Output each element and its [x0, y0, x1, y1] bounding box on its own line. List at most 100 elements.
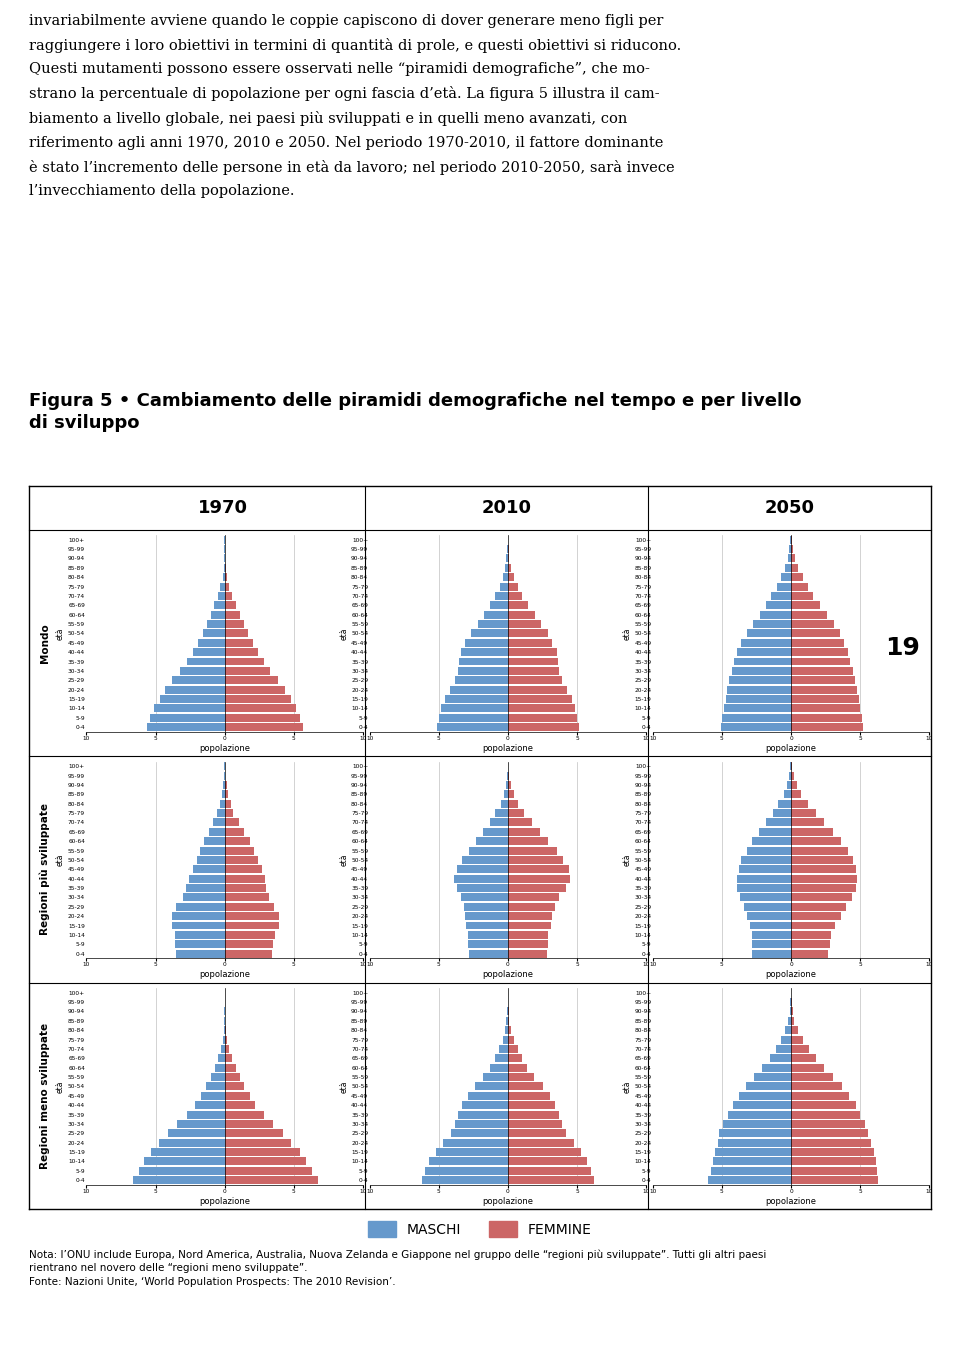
Bar: [193, 865, 225, 873]
Bar: [789, 771, 791, 780]
Bar: [197, 857, 225, 863]
Bar: [200, 847, 225, 855]
Bar: [747, 912, 791, 920]
Bar: [737, 648, 791, 657]
Bar: [225, 1036, 227, 1043]
Y-axis label: età: età: [339, 627, 348, 639]
Bar: [450, 686, 508, 693]
Bar: [791, 713, 862, 721]
Bar: [469, 950, 508, 958]
Bar: [719, 1129, 791, 1138]
Bar: [495, 592, 508, 600]
Bar: [225, 884, 266, 892]
Bar: [177, 902, 225, 911]
Bar: [791, 1101, 856, 1109]
Bar: [436, 1148, 508, 1156]
Bar: [508, 1111, 559, 1119]
Bar: [508, 800, 517, 808]
Bar: [454, 874, 508, 882]
Bar: [791, 1177, 878, 1183]
Bar: [221, 1044, 225, 1052]
Bar: [791, 658, 851, 666]
Bar: [508, 838, 548, 846]
Bar: [791, 1008, 793, 1016]
Y-axis label: età: età: [56, 854, 65, 866]
Bar: [737, 884, 791, 892]
Bar: [225, 1027, 226, 1034]
Bar: [791, 1082, 842, 1090]
Bar: [201, 1092, 225, 1100]
Bar: [729, 677, 791, 684]
Bar: [491, 601, 508, 609]
Bar: [791, 874, 857, 882]
X-axis label: popolazione: popolazione: [482, 744, 534, 753]
Bar: [788, 554, 791, 562]
Bar: [785, 1027, 791, 1034]
Bar: [791, 771, 794, 780]
Bar: [461, 648, 508, 657]
Bar: [791, 838, 841, 846]
Bar: [791, 1148, 874, 1156]
Bar: [468, 1092, 508, 1100]
Bar: [462, 857, 508, 863]
Bar: [508, 1036, 514, 1043]
Bar: [727, 686, 791, 693]
Bar: [225, 1148, 300, 1156]
Bar: [725, 704, 791, 712]
Bar: [508, 828, 540, 836]
Text: 1970: 1970: [198, 499, 249, 517]
Bar: [791, 931, 831, 939]
Bar: [759, 611, 791, 619]
Bar: [206, 1082, 225, 1090]
Bar: [225, 1082, 244, 1090]
Bar: [172, 677, 225, 684]
Bar: [465, 639, 508, 647]
Bar: [508, 1158, 587, 1166]
Bar: [791, 893, 852, 901]
Y-axis label: età: età: [622, 854, 632, 866]
Bar: [766, 601, 791, 609]
Bar: [773, 809, 791, 817]
Bar: [218, 809, 225, 817]
Bar: [503, 573, 508, 581]
Bar: [776, 1044, 791, 1052]
Bar: [225, 686, 285, 693]
Bar: [508, 1073, 535, 1081]
Y-axis label: età: età: [56, 627, 65, 639]
Bar: [791, 828, 832, 836]
Bar: [791, 847, 848, 855]
Bar: [508, 1120, 562, 1128]
Bar: [508, 563, 511, 571]
Bar: [221, 582, 225, 590]
Bar: [214, 601, 225, 609]
Bar: [209, 828, 225, 836]
Bar: [175, 931, 225, 939]
Bar: [225, 1044, 229, 1052]
Bar: [741, 857, 791, 863]
Bar: [508, 573, 514, 581]
Bar: [791, 940, 829, 948]
Bar: [791, 723, 863, 731]
Bar: [225, 592, 232, 600]
Bar: [508, 819, 532, 827]
Bar: [722, 713, 791, 721]
Text: 2050: 2050: [764, 499, 815, 517]
Bar: [718, 1139, 791, 1147]
Bar: [225, 865, 262, 873]
Bar: [193, 648, 225, 657]
Bar: [710, 1167, 791, 1175]
Bar: [508, 1177, 594, 1183]
Bar: [791, 620, 834, 628]
Bar: [508, 1101, 555, 1109]
Bar: [225, 838, 250, 846]
Text: invariabilmente avviene quando le coppie capiscono di dover generare meno figli : invariabilmente avviene quando le coppie…: [29, 14, 681, 199]
Bar: [750, 921, 791, 929]
Bar: [467, 921, 508, 929]
Bar: [225, 1129, 283, 1138]
Bar: [501, 800, 508, 808]
Bar: [791, 611, 827, 619]
Bar: [211, 1073, 225, 1081]
Bar: [483, 1073, 508, 1081]
Bar: [186, 884, 225, 892]
Bar: [172, 912, 225, 920]
